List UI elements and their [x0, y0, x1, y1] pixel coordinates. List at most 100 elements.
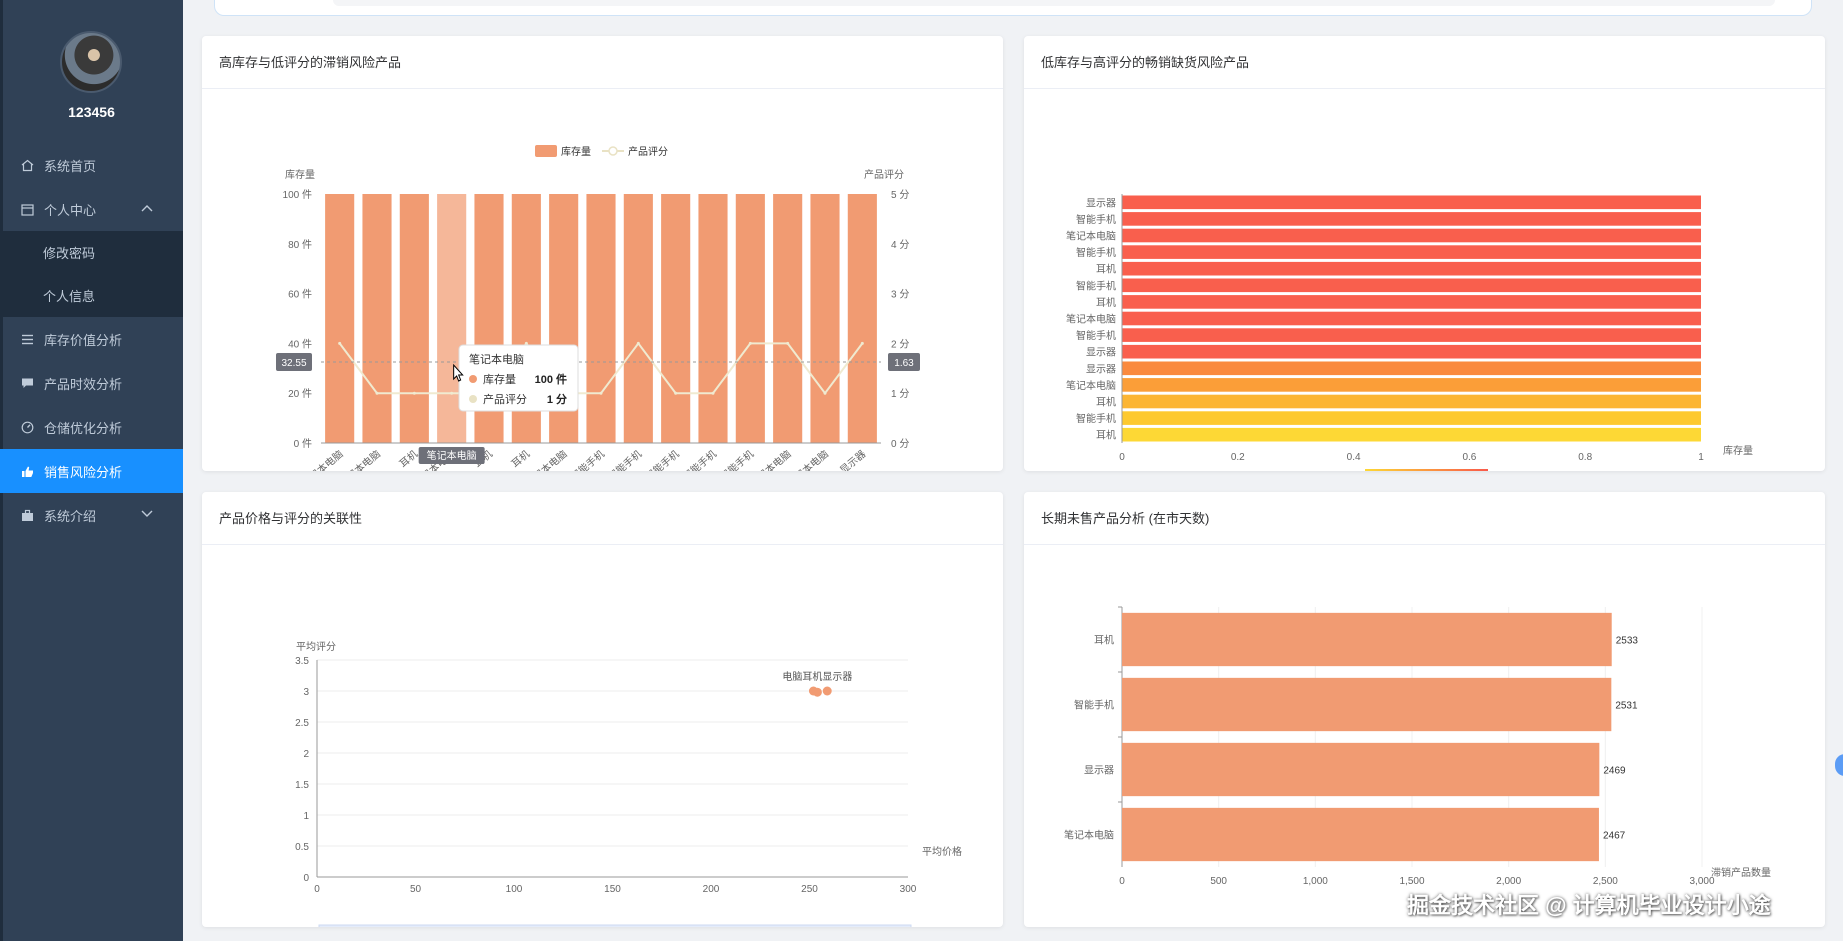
bar-stock [1122, 261, 1701, 276]
x-tick-label: 0 [314, 884, 320, 895]
y-tick-label: 1 [303, 811, 309, 822]
y-tick-label: 智能手机 [1076, 279, 1116, 292]
sidebar-item-product-aging[interactable]: 产品时效分析 [0, 361, 183, 405]
sidebar-item-home[interactable]: 系统首页 [0, 143, 183, 187]
chart-stockout-risk[interactable]: 0 0.2 0.4 0.6 0.8 1库存量显示器智能手机笔记本电脑智能手机耳机智能手机耳… [1024, 89, 1825, 471]
bar-value-label: 2467 [1603, 831, 1626, 842]
bar-stock [586, 194, 616, 443]
y-tick-label: 耳机 [1096, 263, 1116, 276]
sidebar-item-inventory-value[interactable]: 库存价值分析 [0, 317, 183, 361]
chevron-down-icon[interactable] [141, 509, 153, 521]
sidebar-item-change-password[interactable]: 修改密码 [0, 231, 183, 274]
calendar-icon [20, 202, 34, 216]
bar-stock [698, 194, 728, 443]
y-tick-right-label: 5 分 [891, 189, 909, 201]
data-zoom-slider [318, 924, 912, 927]
y-tick-right-label: 2 分 [891, 338, 909, 350]
x-tick-label: 100 [506, 884, 523, 895]
visual-map-bar [1365, 469, 1488, 471]
y-tick-label: 显示器 [1084, 765, 1114, 777]
panel-title: 长期未售产品分析 (在市天数) [1024, 492, 1825, 545]
sidebar-item-system-intro[interactable]: 系统介绍 [0, 493, 183, 537]
sidebar-item-label: 销售风险分析 [44, 464, 123, 480]
bar-stock [1122, 212, 1701, 226]
tooltip-marker [469, 375, 477, 383]
bar-stock [1122, 245, 1701, 259]
y-tick-left-label: 40 件 [288, 338, 312, 350]
visual-map-high-label: 高评分 [1493, 470, 1523, 471]
sidebar-item-personal-center[interactable]: 个人中心 [0, 187, 183, 231]
bar-stock [1122, 394, 1701, 409]
y-tick-label: 2.5 [295, 718, 309, 729]
floating-button[interactable] [1835, 754, 1843, 776]
crosshair-x-label: 笔记本电脑 [427, 449, 477, 462]
bar-stock [399, 194, 429, 443]
y-tick-right-label: 0 分 [891, 438, 909, 450]
panel-price-rating: 产品价格与评分的关联性 0 0.5 1 1.5 2 2.5 3 3.5 0 50 100 150 200… [202, 492, 1003, 927]
x-tick-label: 500 [1210, 876, 1227, 887]
chart-price-rating[interactable]: 0 0.5 1 1.5 2 2.5 3 3.5 0 50 100 150 200 250 300 平均评分平均… [202, 545, 1003, 927]
bar-value-label: 2531 [1615, 701, 1638, 712]
sidebar-item-warehouse-optimization[interactable]: 仓储优化分析 [0, 405, 183, 449]
bar-stock [735, 194, 765, 443]
y-tick-label: 智能手机 [1076, 213, 1116, 226]
x-tick-label: 300 [900, 884, 917, 895]
y-tick-label: 智能手机 [1076, 246, 1116, 259]
top-search-input[interactable] [333, 0, 1775, 6]
y-axis-right-title: 产品评分 [864, 168, 904, 181]
bar-stock [1122, 427, 1701, 442]
bar-unsold-days [1122, 807, 1599, 862]
point-rating [524, 341, 528, 345]
y-tick-label: 智能手机 [1076, 329, 1116, 342]
legend-label: 产品评分 [628, 145, 668, 158]
point-rating [375, 391, 379, 395]
x-tick-label: 0.8 [1578, 452, 1592, 463]
tooltip-row-value: 100 件 [535, 372, 567, 386]
x-tick-label: 50 [410, 884, 422, 895]
bar-stock [362, 194, 392, 443]
sidebar-item-label: 个人中心 [44, 202, 97, 218]
avatar[interactable] [60, 31, 122, 93]
sidebar-item-personal-info[interactable]: 个人信息 [0, 274, 183, 317]
y-tick-left-label: 0 件 [294, 438, 312, 450]
x-tick-label: 耳机 [397, 447, 421, 470]
y-tick-right-label: 1 分 [891, 388, 909, 400]
sidebar-menu: 系统首页 个人中心 修改密码 个人信息 库存价值分析 产 [0, 143, 183, 537]
x-tick-label: 智能手机 [605, 447, 644, 471]
bar-stock [810, 194, 840, 443]
sidebar-item-sales-risk[interactable]: 销售风险分析 [0, 449, 183, 493]
bar-unsold-days [1122, 612, 1612, 667]
tooltip-marker [469, 395, 477, 403]
x-tick-label: 1 [1698, 452, 1704, 463]
chevron-up-icon[interactable] [141, 203, 153, 215]
x-tick-label: 显示器 [838, 448, 869, 471]
x-tick-label: 0.6 [1462, 452, 1476, 463]
y-tick-label: 显示器 [1086, 347, 1116, 359]
x-tick-label: 0 [1119, 876, 1125, 887]
x-tick-label: 2,000 [1496, 876, 1521, 887]
x-tick-label: 2,500 [1593, 876, 1618, 887]
y-tick-label: 3.5 [295, 656, 309, 667]
pointer-cursor-icon [453, 363, 464, 382]
y-tick-label: 智能手机 [1074, 699, 1114, 712]
y-tick-left-label: 20 件 [288, 388, 312, 400]
bar-stock [1122, 361, 1701, 376]
bar-value-label: 2533 [1616, 636, 1639, 647]
bar-stock [1122, 328, 1701, 342]
point-rating [636, 341, 640, 345]
bar-stock [1122, 378, 1701, 392]
bar-stock [1122, 195, 1701, 210]
tooltip-title: 笔记本电脑 [469, 352, 524, 366]
list-icon [20, 332, 34, 346]
sidebar: 123456 系统首页 个人中心 修改密码 个人信息 库存价 [0, 0, 183, 941]
point-rating [823, 391, 827, 395]
point-rating [748, 341, 752, 345]
tooltip-row-name: 库存量 [483, 372, 516, 386]
x-tick-label: 0 [1119, 452, 1125, 463]
x-tick-label: 1,000 [1303, 876, 1328, 887]
point-rating [674, 391, 678, 395]
tooltip-row-value: 1 分 [547, 392, 567, 406]
bar-stock [1122, 295, 1701, 309]
